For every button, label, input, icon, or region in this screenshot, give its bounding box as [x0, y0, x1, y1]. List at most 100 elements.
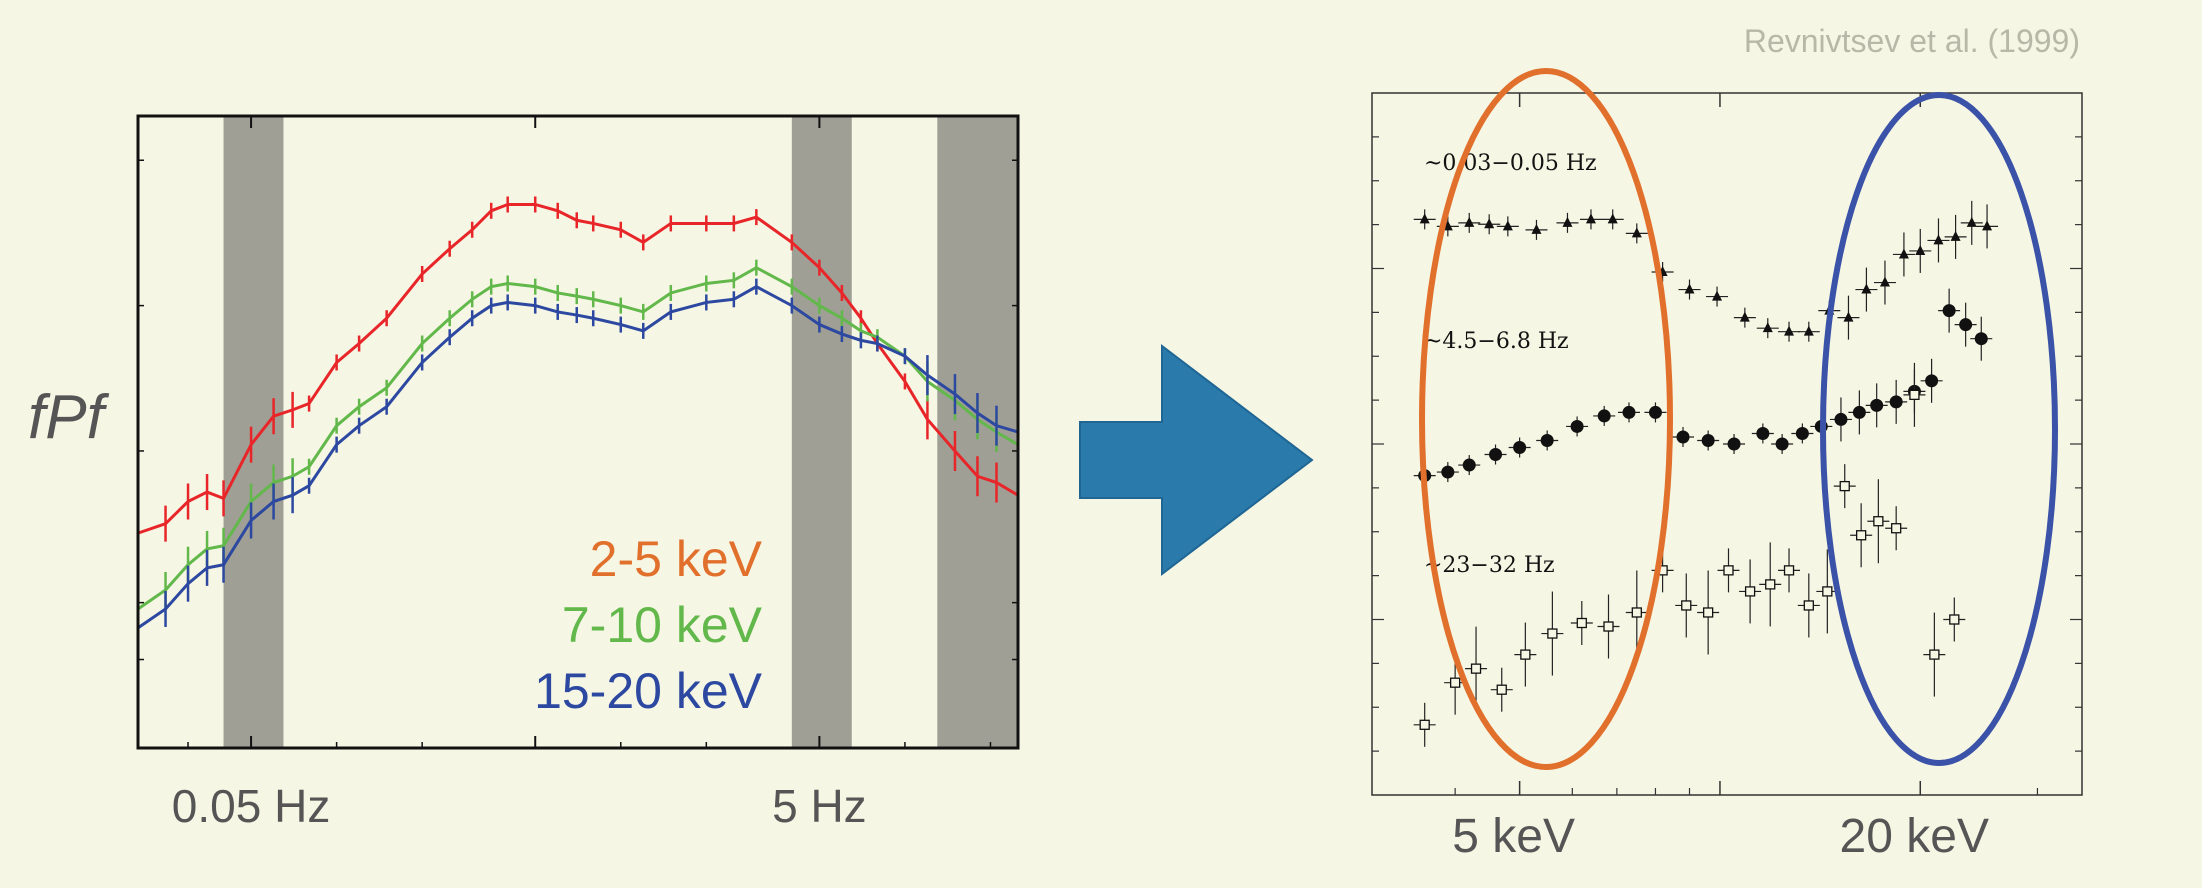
left-y-axis-label: fPf	[28, 383, 110, 452]
scatter-point	[1891, 523, 1902, 534]
legend-entry-2-5-kev: 2-5 keV	[590, 531, 763, 587]
right-arrow-icon	[1079, 343, 1314, 577]
left-plot-frame	[136, 114, 1020, 750]
scatter-point	[1513, 441, 1527, 455]
scatter-point	[1540, 433, 1554, 447]
scatter-point	[1839, 480, 1850, 492]
scatter-point	[1852, 405, 1866, 419]
series-label-23-32-hz: ~23−32 Hz	[1424, 553, 1555, 578]
left-x-tick-labels: 0.05 Hz 5 Hz	[172, 780, 867, 832]
left-legend: 2-5 keV 7-10 keV 15-20 keV	[534, 531, 763, 719]
series-line-7-10-kev	[137, 265, 1019, 611]
scatter-point	[1950, 230, 1961, 241]
scatter-point	[1585, 213, 1596, 224]
right-x-tick-label: 20 keV	[1840, 810, 1989, 863]
scatter-point	[1419, 719, 1430, 730]
scatter-point	[1949, 614, 1960, 625]
scatter-point	[1803, 325, 1814, 336]
scatter-point	[1933, 234, 1944, 245]
scatter-point	[1870, 398, 1884, 412]
scatter-point	[1982, 220, 1993, 231]
scatter-point	[1909, 389, 1920, 401]
scatter-point	[1676, 430, 1690, 444]
scatter-point	[1622, 405, 1636, 419]
scatter-point	[1547, 628, 1558, 639]
scatter-point	[1570, 419, 1584, 433]
orange-highlight-ellipse	[1419, 68, 1673, 770]
scatter-point	[1942, 304, 1956, 318]
scatter-point	[1762, 322, 1773, 333]
scatter-point	[1929, 649, 1940, 660]
scatter-point	[1775, 437, 1789, 451]
highlight-band-2	[791, 116, 852, 748]
scatter-point	[1502, 220, 1513, 231]
scatter-point	[1419, 213, 1430, 224]
scatter-point	[1739, 311, 1750, 322]
scatter-point	[1603, 621, 1614, 632]
right-chart: ~0.03−0.05 Hz ~4.5−6.8 Hz ~23−32 Hz 5 keV 2…	[1371, 68, 2083, 863]
scatter-point	[1701, 433, 1715, 447]
left-chart: 0.05 Hz 5 Hz fPf 2-5 keV 7-10 keV 15-20 keV	[28, 114, 1020, 832]
series-line-2-5-kev	[137, 202, 1019, 535]
scatter-point	[1723, 565, 1734, 576]
right-highlight-ellipses	[1419, 68, 2058, 770]
scatter-point	[1783, 565, 1795, 576]
right-series-group	[1413, 200, 1999, 747]
scatter-point	[1959, 318, 1973, 332]
scatter-point	[1648, 405, 1662, 419]
scatter-point	[1744, 586, 1756, 597]
scatter-point	[1889, 395, 1903, 409]
scatter-point	[1470, 663, 1482, 674]
scatter-point	[1681, 600, 1692, 611]
series-line-15-20-kev	[137, 284, 1019, 630]
series-label-4-5-6-8-hz: ~4.5−6.8 Hz	[1424, 329, 1569, 354]
scatter-point	[1712, 290, 1723, 301]
scatter-point	[1966, 216, 1977, 227]
legend-entry-7-10-kev: 7-10 keV	[562, 597, 763, 653]
right-x-tick-label: 5 keV	[1452, 810, 1575, 863]
scatter-point	[1756, 426, 1770, 440]
scatter-point	[1898, 248, 1909, 259]
scatter-point	[1784, 325, 1795, 336]
scatter-point	[1727, 437, 1741, 451]
series-label-0-03-0-05-hz: ~0.03−0.05 Hz	[1424, 151, 1597, 176]
scatter-point	[1879, 276, 1890, 287]
scatter-point	[1915, 244, 1926, 255]
right-x-tick-labels: 5 keV 20 keV	[1452, 810, 1989, 863]
scatter-point	[1441, 465, 1455, 479]
scatter-point	[1576, 617, 1587, 629]
series-15-20-kev	[136, 278, 1020, 646]
scatter-point	[1795, 426, 1809, 440]
right-series-labels: ~0.03−0.05 Hz ~4.5−6.8 Hz ~23−32 Hz	[1424, 151, 1597, 578]
left-x-tick-label: 0.05 Hz	[172, 780, 331, 832]
scatter-point	[1822, 586, 1833, 597]
scatter-point	[1462, 458, 1476, 472]
scatter-point	[1765, 579, 1776, 590]
right-axis-ticks	[1372, 93, 2082, 795]
scatter-point	[1631, 607, 1642, 618]
scatter-series-0-03-0-05-hz	[1413, 200, 1999, 342]
scatter-point	[1703, 607, 1714, 618]
scatter-point	[1974, 332, 1988, 346]
citation-text: Revnivtsev et al. (1999)	[1744, 23, 2080, 59]
scatter-point	[1631, 227, 1642, 238]
scatter-point	[1464, 216, 1475, 227]
legend-entry-15-20-kev: 15-20 keV	[534, 663, 763, 719]
scatter-point	[1449, 677, 1461, 688]
scatter-point	[1803, 600, 1814, 611]
scatter-point	[1873, 516, 1884, 527]
scatter-point	[1597, 409, 1611, 423]
scatter-point	[1834, 412, 1848, 426]
scatter-series-4-5-6-8-hz	[1413, 288, 1993, 486]
left-series-group	[136, 196, 1020, 646]
scatter-point	[1531, 223, 1542, 234]
scatter-series-23-32-hz	[1413, 362, 1966, 747]
scatter-point	[1562, 216, 1573, 227]
scatter-point	[1520, 649, 1531, 660]
scatter-point	[1925, 374, 1939, 388]
scatter-point	[1607, 213, 1618, 224]
scatter-point	[1856, 530, 1867, 541]
scatter-point	[1843, 311, 1854, 322]
scatter-point	[1861, 283, 1872, 294]
